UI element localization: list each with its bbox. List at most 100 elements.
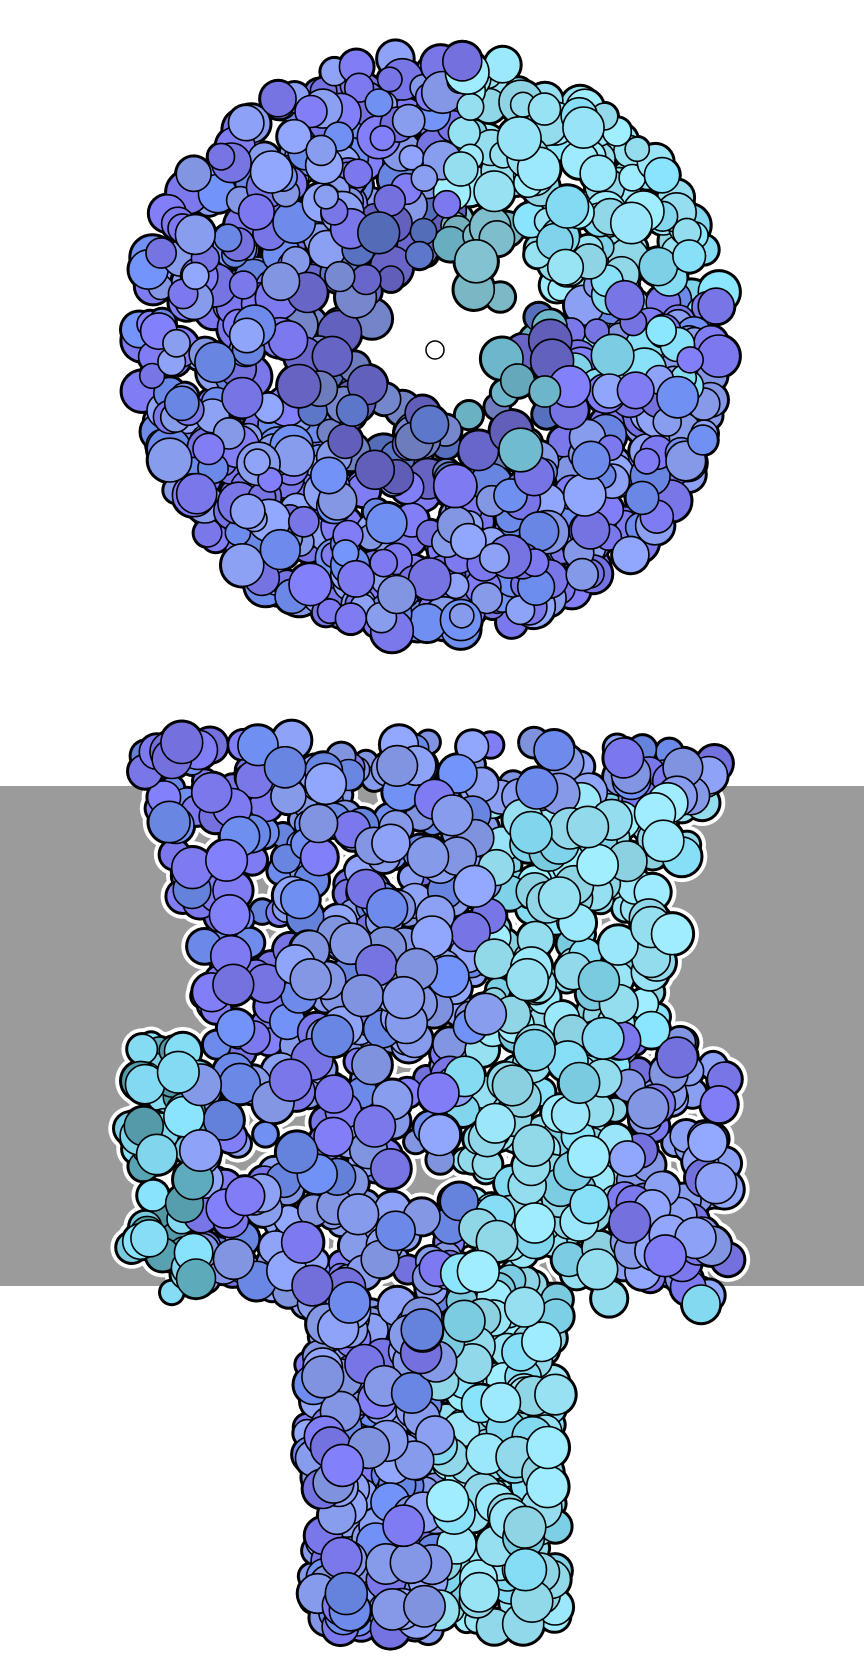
atom-sphere [425,340,445,360]
atom-sphere [528,375,562,408]
atom-sphere [409,404,450,445]
atom-sphere [570,509,611,550]
atom-sphere [324,260,356,293]
atom-sphere [249,150,294,194]
atom-sphere [357,211,401,255]
atom-sphere [697,287,736,325]
atom-sphere [611,535,650,574]
atom-sphere [404,240,434,270]
atom-sphere [181,261,210,290]
atom-sphere [174,213,217,256]
atom-sphere [478,542,510,574]
atom-sphere [350,263,382,296]
atom-sphere [126,1033,159,1065]
atom-sphere [276,118,312,155]
atom-sphere [162,328,191,358]
atom-sphere [410,164,439,192]
atom-sphere [447,116,481,150]
atom-sphere [391,103,426,138]
atom-sphere [334,602,367,635]
atom-sphere [364,88,394,118]
atom-sphere [259,528,301,571]
atom-sphere [579,154,618,193]
atom-sphere [604,279,645,321]
atom-sphere [672,239,707,274]
atom-sphere [562,106,605,150]
atom-sphere [228,270,259,300]
atom-sphere [645,314,678,347]
atom-sphere [453,238,499,284]
atom-sphere [369,548,399,578]
atom-sphere [470,581,503,615]
atom-sphere [376,66,403,93]
atom-sphere [643,156,681,194]
atom-sphere [696,334,741,379]
atom-sphere [441,41,483,82]
atom-sphere [194,341,236,384]
atom-sphere [638,246,679,287]
atom-sphere [590,333,635,378]
atom-sphere [473,170,516,213]
atom-sphere [227,104,265,142]
atom-sphere [342,158,374,189]
atom-sphere [220,542,265,588]
atom-sphere [456,92,485,121]
atom-sphere [136,1179,170,1212]
atom-sphere [571,440,611,480]
atom-sphere [147,437,193,483]
atom-sphere [432,189,462,219]
atom-sphere [294,94,328,129]
atom-sphere [145,237,178,269]
atom-sphere [207,142,236,171]
atom-sphere [309,456,348,495]
atom-sphere [261,261,301,302]
atom-sphere [354,449,396,491]
atom-sphere [498,427,544,473]
atom-sphere [448,602,475,629]
atom-sphere [243,448,271,476]
atom-sphere [343,72,375,103]
atom-sphere [313,184,340,210]
atom-sphere [442,151,479,187]
atom-sphere [546,248,585,286]
atom-sphere [676,346,705,374]
atom-sphere [327,423,364,460]
atom-sphere [335,393,370,428]
atom-sphere [616,371,655,410]
atom-sphere [369,125,396,152]
atom-sphere [237,193,275,231]
atom-sphere [449,522,487,560]
atom-sphere [163,385,200,422]
atom-sphere [192,432,226,466]
atom-sphere [287,505,320,538]
atom-sphere [138,362,166,390]
atom-sphere [624,136,651,163]
atom-sphere [252,1121,279,1148]
atom-sphere [545,184,590,229]
atom-sphere [175,155,212,193]
atom-sphere [656,375,700,419]
atom-sphere [276,363,322,409]
atom-sphere [609,201,653,245]
atom-sphere [288,562,333,607]
atom-sphere [229,493,266,530]
atom-sphere [483,46,522,84]
atom-sphere [562,472,607,517]
atom-sphere [175,472,218,515]
atom-sphere [337,559,376,598]
protein-top-view [119,38,742,655]
atom-sphere [305,134,338,167]
atom-sphere [213,223,243,253]
atom-sphere [624,480,660,516]
atom-sphere [686,424,719,456]
atom-sphere [221,376,264,420]
atom-sphere [633,447,661,475]
protein-side-view [108,718,751,1651]
atom-sphere [376,574,417,615]
atom-sphere [432,463,478,509]
atom-sphere [527,92,562,126]
atom-sphere [365,502,408,545]
atom-sphere [565,557,600,592]
atom-sphere [454,400,484,430]
